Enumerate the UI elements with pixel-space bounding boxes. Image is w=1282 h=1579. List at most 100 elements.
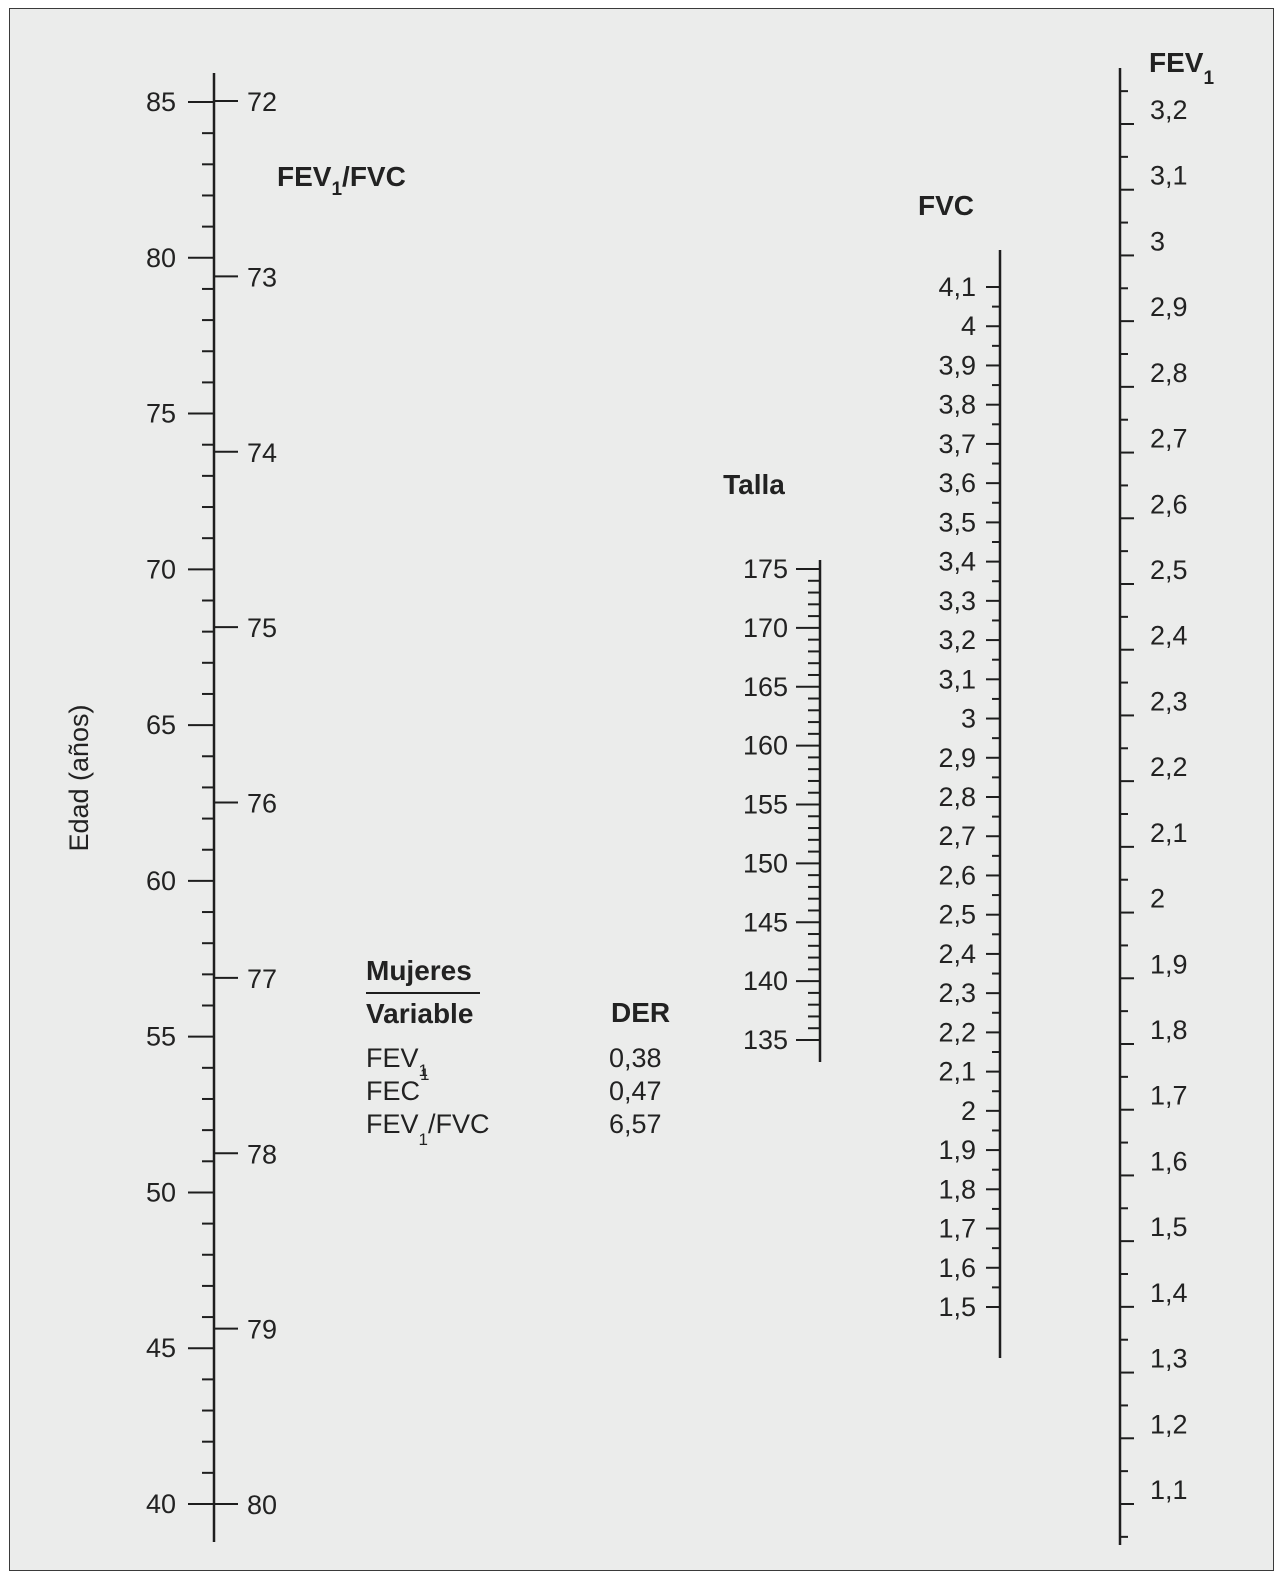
fev1-tick-label: 1,6 — [1150, 1146, 1188, 1176]
fev1-fvc-tick-label: 74 — [247, 438, 277, 468]
fvc-tick-label: 3,9 — [938, 350, 976, 380]
talla-tick-label: 145 — [743, 907, 788, 937]
fev1-fvc-scale-title: FEV1/FVC — [277, 161, 406, 200]
fev1-tick-label: 2,7 — [1150, 424, 1188, 454]
fvc-tick-label: 3,7 — [938, 429, 976, 459]
fvc-tick-label: 1,7 — [938, 1214, 976, 1244]
fvc-tick-label: 2,7 — [938, 821, 976, 851]
fev1-tick-label: 2 — [1150, 884, 1165, 914]
panel-col-variable: Variable — [366, 998, 473, 1029]
fvc-tick-label: 3 — [961, 704, 976, 734]
row-name: FEV — [366, 1043, 419, 1073]
edad-tick-label: 45 — [146, 1333, 176, 1363]
fvc-tick-label: 2 — [961, 1096, 976, 1126]
fev1-tick-label: 2,1 — [1150, 818, 1188, 848]
fvc-tick-label: 1,5 — [938, 1292, 976, 1322]
edad-tick-label: 75 — [146, 399, 176, 429]
fvc-tick-label: 3,1 — [938, 664, 976, 694]
edad-tick-label: 80 — [146, 243, 176, 273]
fvc-scale-title: FVC — [918, 190, 974, 221]
fev1-fvc-title-tail: /FVC — [342, 161, 406, 192]
fvc-tick-label: 4,1 — [938, 272, 976, 302]
fev1-tick-label: 2,2 — [1150, 752, 1188, 782]
edad-tick-label: 65 — [146, 710, 176, 740]
fvc-tick-label: 3,2 — [938, 625, 976, 655]
talla-tick-label: 150 — [743, 848, 788, 878]
fev1-fvc-title-sub: 1 — [331, 179, 342, 200]
talla-scale-title: Talla — [723, 469, 785, 500]
fev1-tick-label: 1,3 — [1150, 1344, 1188, 1374]
fvc-tick-label: 2,8 — [938, 782, 976, 812]
fev1-tick-label: 1,1 — [1150, 1475, 1188, 1505]
row-sup: 1 — [420, 1065, 429, 1084]
edad-tick-label: 70 — [146, 554, 176, 584]
panel-row-der: 0,47 — [609, 1076, 662, 1106]
fvc-tick-label: 2,1 — [938, 1057, 976, 1087]
fvc-tick-label: 1,9 — [938, 1135, 976, 1165]
row-name: FEC — [366, 1076, 420, 1106]
panel-row-variable: FEV1/FVC — [366, 1109, 490, 1149]
fev1-tick-label: 1,9 — [1150, 949, 1188, 979]
fev1-scale-title: FEV1 — [1149, 47, 1214, 89]
fvc-tick-label: 3,5 — [938, 507, 976, 537]
panel-row-der: 6,57 — [609, 1109, 662, 1139]
fev1-tick-label: 2,6 — [1150, 489, 1188, 519]
fev1-fvc-tick-label: 75 — [247, 613, 277, 643]
der-panel: Mujeres Variable DER FEV1 0,38 FEC1 0,47… — [366, 955, 670, 1149]
fev1-tick-label: 1,7 — [1150, 1081, 1188, 1111]
fev1-fvc-tick-label: 79 — [247, 1315, 277, 1345]
fvc-tick-label: 3,8 — [938, 390, 976, 420]
fev1-tick-label: 3,1 — [1150, 161, 1188, 191]
fvc-tick-label: 4 — [961, 311, 976, 341]
edad-tick-label: 55 — [146, 1022, 176, 1052]
fev1-tick-label: 1,2 — [1150, 1409, 1188, 1439]
fvc-tick-label: 3,6 — [938, 468, 976, 498]
panel-row-variable: FEC1 — [366, 1065, 429, 1106]
edad-tick-label: 40 — [146, 1489, 176, 1519]
row-sub: 1 — [419, 1061, 428, 1080]
row-sub: 1 — [419, 1130, 428, 1149]
fev1-tick-label: 3,2 — [1150, 95, 1188, 125]
edad-tick-label: 85 — [146, 87, 176, 117]
talla-tick-label: 140 — [743, 966, 788, 996]
talla-tick-label: 175 — [743, 554, 788, 584]
fev1-fvc-tick-label: 72 — [247, 87, 277, 117]
fvc-tick-label: 3,3 — [938, 586, 976, 616]
fev1-tick-label: 2,8 — [1150, 358, 1188, 388]
fvc-tick-label: 2,4 — [938, 939, 976, 969]
edad-axis-title: Edad (años) — [64, 704, 94, 851]
fev1-fvc-tick-label: 73 — [247, 262, 277, 292]
fev1-tick-label: 2,4 — [1150, 621, 1188, 651]
panel-row-der: 0,38 — [609, 1043, 662, 1073]
fvc-tick-label: 3,4 — [938, 547, 976, 577]
figure-frame — [9, 8, 1274, 1571]
fev1-tick-label: 2,9 — [1150, 292, 1188, 322]
fvc-tick-label: 2,6 — [938, 860, 976, 890]
talla-tick-label: 165 — [743, 672, 788, 702]
fvc-tick-label: 2,3 — [938, 978, 976, 1008]
fev1-fvc-tick-label: 77 — [247, 964, 277, 994]
fev1-title-main: FEV — [1149, 47, 1204, 78]
fev1-fvc-tick-label: 78 — [247, 1139, 277, 1169]
fvc-tick-label: 1,8 — [938, 1174, 976, 1204]
talla-tick-label: 155 — [743, 790, 788, 820]
talla-tick-label: 160 — [743, 731, 788, 761]
fev1-tick-label: 1,5 — [1150, 1212, 1188, 1242]
fev1-tick-label: 2,5 — [1150, 555, 1188, 585]
row-tail: /FVC — [428, 1109, 490, 1139]
fev1-tick-label: 3 — [1150, 226, 1165, 256]
fev1-fvc-tick-label: 76 — [247, 789, 277, 819]
panel-group-title: Mujeres — [366, 955, 472, 986]
talla-tick-label: 170 — [743, 613, 788, 643]
edad-tick-label: 60 — [146, 866, 176, 896]
fvc-tick-label: 2,9 — [938, 743, 976, 773]
fev1-tick-label: 1,8 — [1150, 1015, 1188, 1045]
fev1-tick-label: 1,4 — [1150, 1278, 1188, 1308]
fev1-title-sub: 1 — [1203, 68, 1214, 89]
panel-row-variable: FEV1 — [366, 1043, 428, 1080]
fev1-fvc-tick-label: 80 — [247, 1490, 277, 1520]
row-name: FEV — [366, 1109, 419, 1139]
fvc-tick-label: 2,5 — [938, 900, 976, 930]
